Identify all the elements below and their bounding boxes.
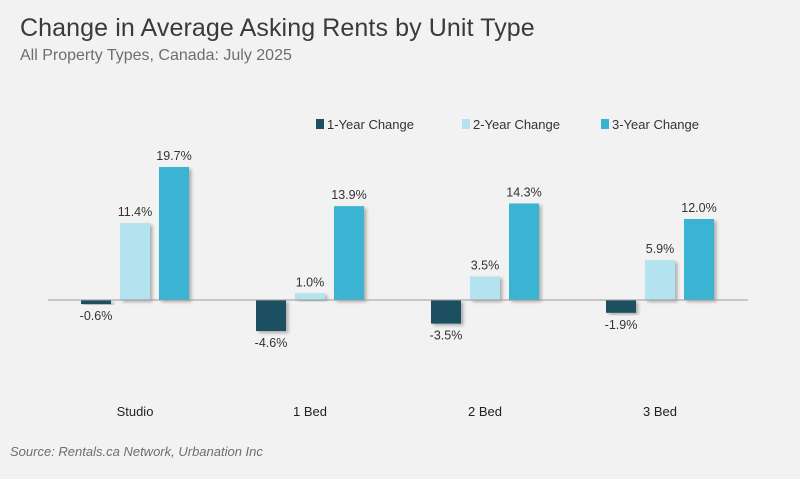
data-label-studio-series-2: 11.4%: [118, 205, 153, 219]
bar-3-bed-series-3: [684, 219, 714, 300]
legend-swatch-1: [316, 119, 324, 129]
data-label-1-bed-series-1: -4.6%: [255, 336, 288, 350]
bar-2-bed-series-2: [470, 276, 500, 300]
data-label-studio-series-3: 19.7%: [156, 149, 191, 163]
legend-label-1: 1-Year Change: [327, 117, 414, 132]
category-label-2-bed: 2 Bed: [468, 404, 502, 419]
category-label-1-bed: 1 Bed: [293, 404, 327, 419]
bar-2-bed-series-1: [431, 300, 461, 324]
legend-label-2: 2-Year Change: [473, 117, 560, 132]
data-label-3-bed-series-3: 12.0%: [681, 201, 716, 215]
chart-subtitle: All Property Types, Canada: July 2025: [20, 47, 292, 64]
chart-title: Change in Average Asking Rents by Unit T…: [20, 14, 535, 42]
legend-swatch-2: [462, 119, 470, 129]
data-label-3-bed-series-1: -1.9%: [605, 318, 638, 332]
bar-studio-series-3: [159, 167, 189, 300]
category-label-studio: Studio: [117, 404, 154, 419]
data-label-2-bed-series-2: 3.5%: [471, 258, 500, 272]
bar-2-bed-series-3: [509, 203, 539, 300]
bar-1-bed-series-1: [256, 300, 286, 332]
bar-3-bed-series-2: [645, 260, 675, 300]
bar-studio-series-2: [120, 223, 150, 300]
bar-1-bed-series-2: [295, 293, 325, 300]
bar-1-bed-series-3: [334, 206, 364, 300]
data-label-studio-series-1: -0.6%: [80, 309, 113, 323]
legend-label-3: 3-Year Change: [612, 117, 699, 132]
data-label-2-bed-series-1: -3.5%: [430, 329, 463, 343]
source-note: Source: Rentals.ca Network, Urbanation I…: [10, 444, 263, 459]
data-label-1-bed-series-3: 13.9%: [331, 188, 366, 202]
category-label-3-bed: 3 Bed: [643, 404, 677, 419]
data-label-3-bed-series-2: 5.9%: [646, 242, 675, 256]
legend-swatch-3: [601, 119, 609, 129]
bar-3-bed-series-1: [606, 300, 636, 313]
data-label-2-bed-series-3: 14.3%: [506, 185, 541, 199]
data-label-1-bed-series-2: 1.0%: [296, 275, 325, 289]
bar-studio-series-1: [81, 300, 111, 305]
